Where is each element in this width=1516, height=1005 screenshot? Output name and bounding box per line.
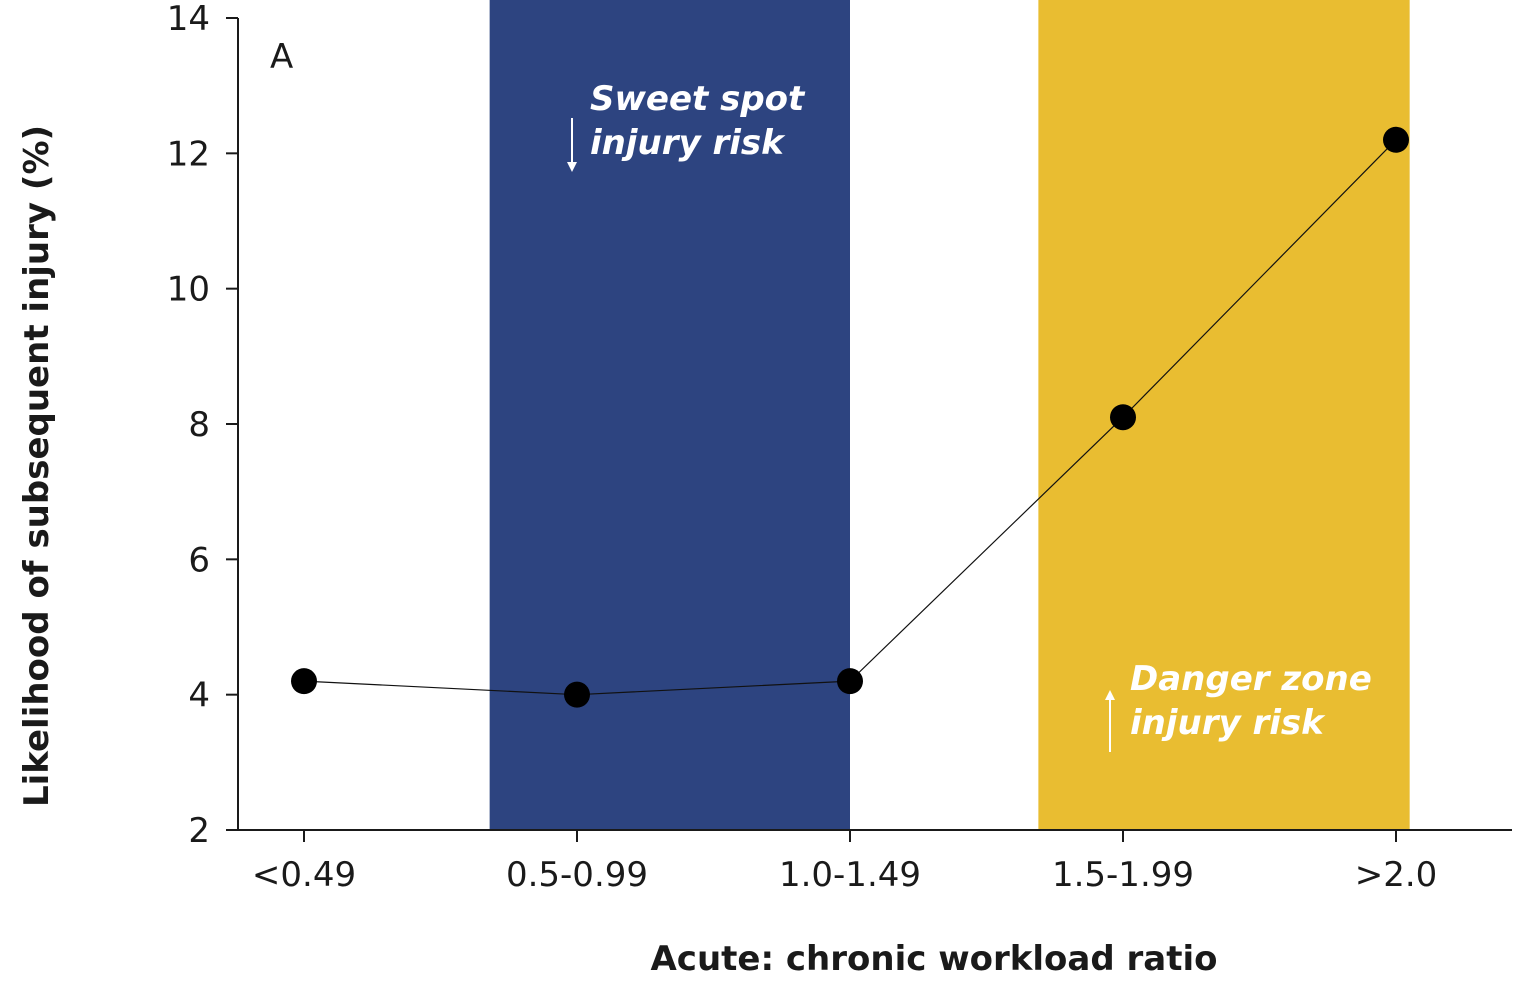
y-tick-label: 14 <box>167 0 210 39</box>
data-point <box>1110 404 1136 431</box>
x-tick-label: 1.0-1.49 <box>779 855 921 895</box>
y-tick-label: 12 <box>167 134 210 174</box>
arrow-down-icon <box>567 162 577 172</box>
x-tick-label: 1.5-1.99 <box>1052 855 1194 895</box>
data-point <box>1383 126 1409 153</box>
y-tick-label: 6 <box>188 540 210 580</box>
sweet-spot-label-line2: injury risk <box>590 123 786 163</box>
y-tick-label: 2 <box>188 811 210 851</box>
series-layer <box>291 126 1409 708</box>
danger-zone-band <box>1038 0 1410 830</box>
data-point <box>291 668 317 695</box>
y-tick-label: 4 <box>188 676 210 716</box>
data-point <box>564 681 590 708</box>
x-tick-label: 0.5-0.99 <box>506 855 648 895</box>
x-tick-label: >2.0 <box>1355 855 1438 895</box>
sweet-spot-band <box>489 0 850 830</box>
x-tick-label: <0.49 <box>252 855 356 895</box>
y-axis-title: Likelihood of subsequent injury (%) <box>17 125 57 807</box>
sweet-spot-label-line1: Sweet spot <box>590 79 806 119</box>
y-tick-label: 10 <box>167 270 210 310</box>
data-point <box>837 668 863 695</box>
arrow-up-icon <box>1105 690 1115 700</box>
panel-label: A <box>270 37 293 77</box>
axes-layer: 2 4 6 8 10 12 14 <0.49 0.5-0.99 1.0-1.49 1.5-1.99 >… <box>167 0 1512 895</box>
danger-zone-label-line1: Danger zone <box>1130 659 1372 699</box>
y-tick-label: 8 <box>188 405 210 445</box>
bands-layer <box>489 0 1410 830</box>
danger-zone-label-line2: injury risk <box>1130 703 1326 743</box>
x-axis-title: Acute: chronic workload ratio <box>650 939 1217 979</box>
